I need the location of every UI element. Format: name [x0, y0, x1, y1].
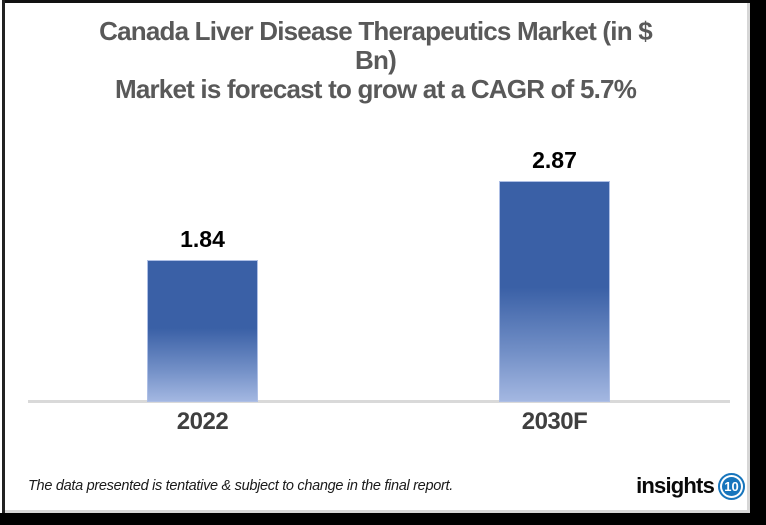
chart-subtitle: Market is forecast to grow at a CAGR of … [114, 74, 637, 104]
disclaimer-text: The data presented is tentative & subjec… [28, 478, 453, 494]
card-edge-right [747, 3, 750, 513]
value-label-2030f: 2.87 [532, 147, 577, 173]
insights10-logo: insights 10 [636, 471, 745, 501]
card-border-left [2, 0, 5, 513]
logo-wordmark: insights [636, 473, 715, 498]
card-border-top [2, 0, 766, 3]
logo-10-badge-icon: 10 [718, 472, 745, 500]
chart-title-line2: Bn) [355, 45, 397, 75]
card-shadow-right [750, 0, 766, 525]
chart-title-line1: Canada Liver Disease Therapeutics Market… [99, 16, 653, 46]
category-label-2022: 2022 [176, 408, 229, 435]
category-label-2030f: 2030F [521, 408, 588, 435]
x-axis-line [28, 400, 730, 403]
card-shadow-bottom [0, 513, 766, 525]
bar-2022 [147, 260, 258, 402]
chart-title: Canada Liver Disease Therapeutics Market… [5, 17, 746, 104]
value-label-2022: 1.84 [180, 226, 225, 252]
card-edge-bottom [5, 510, 750, 513]
bar-2030f [499, 181, 610, 402]
